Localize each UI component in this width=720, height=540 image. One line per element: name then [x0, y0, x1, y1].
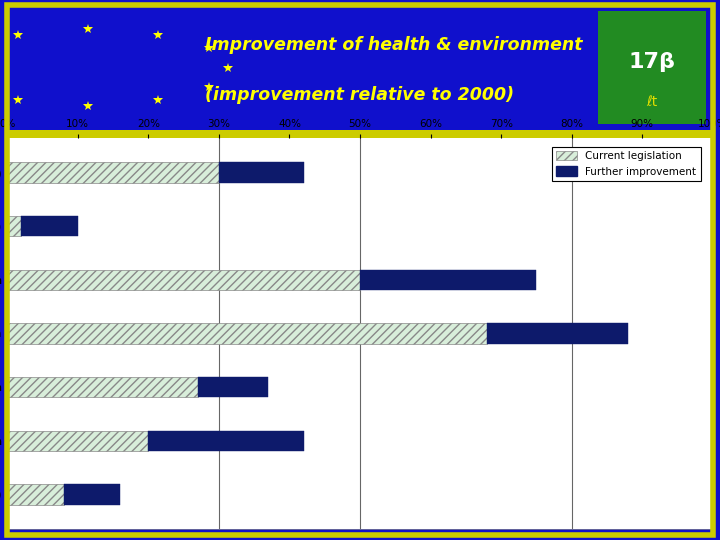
Bar: [63, 484, 120, 504]
Legend: Current legislation, Further improvement: Current legislation, Further improvement: [552, 147, 701, 181]
Bar: [7, 269, 360, 290]
Text: (improvement relative to 2000): (improvement relative to 2000): [204, 86, 514, 104]
Bar: [219, 163, 304, 183]
Bar: [148, 430, 304, 451]
Bar: [7, 430, 148, 451]
Bar: [7, 377, 198, 397]
Text: Improvement of health & environment: Improvement of health & environment: [204, 36, 582, 54]
Text: 17β: 17β: [628, 52, 675, 72]
Bar: [7, 216, 22, 237]
Bar: [7, 163, 219, 183]
Bar: [198, 377, 269, 397]
Text: ℓt: ℓt: [646, 94, 657, 109]
Bar: [7, 323, 487, 343]
Bar: [7, 484, 63, 504]
Bar: [22, 216, 78, 237]
Bar: [360, 269, 536, 290]
Bar: [487, 323, 628, 343]
